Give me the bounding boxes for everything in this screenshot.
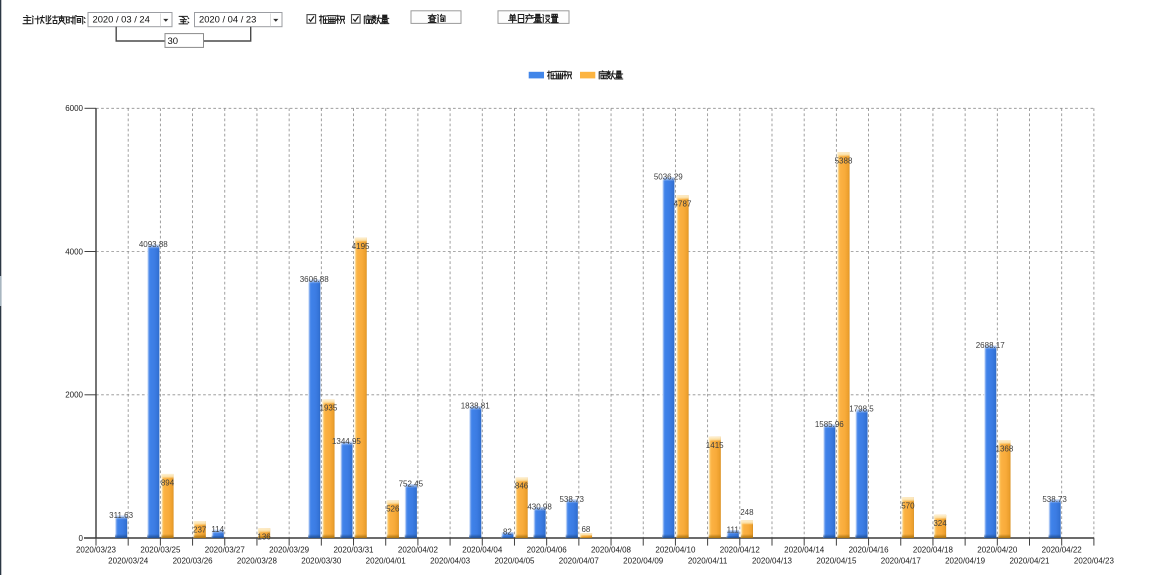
svg-text:570: 570 <box>901 502 915 511</box>
svg-text:2020/04/12: 2020/04/12 <box>720 545 761 554</box>
svg-text:894: 894 <box>161 478 175 487</box>
svg-text:2020/04/09: 2020/04/09 <box>623 557 664 566</box>
svg-text:4787: 4787 <box>674 200 692 209</box>
svg-text:114: 114 <box>211 525 224 534</box>
svg-text:4195: 4195 <box>352 242 370 251</box>
svg-text:2020/03/30: 2020/03/30 <box>301 557 342 566</box>
svg-text:311.63: 311.63 <box>109 511 133 520</box>
svg-text:2020/04/04: 2020/04/04 <box>462 545 503 554</box>
svg-text:2020/04/22: 2020/04/22 <box>1042 545 1083 554</box>
svg-text:2020/03/29: 2020/03/29 <box>269 545 310 554</box>
svg-text:0: 0 <box>79 534 84 543</box>
svg-text:2020/04/01: 2020/04/01 <box>366 557 407 566</box>
svg-text:2020/04/16: 2020/04/16 <box>849 545 890 554</box>
svg-text:1368: 1368 <box>996 444 1014 453</box>
svg-text:1585.96: 1585.96 <box>815 420 844 429</box>
svg-text:1415: 1415 <box>706 441 724 450</box>
svg-text:2020/04/06: 2020/04/06 <box>527 545 568 554</box>
svg-text:2020/03/25: 2020/03/25 <box>140 545 181 554</box>
svg-text:2020/03/31: 2020/03/31 <box>333 545 374 554</box>
svg-text:2020/04/02: 2020/04/02 <box>398 545 439 554</box>
svg-text:2020/04/17: 2020/04/17 <box>881 557 922 566</box>
svg-text:2020/03/23: 2020/03/23 <box>76 545 117 554</box>
svg-text:1838.81: 1838.81 <box>461 402 490 411</box>
svg-text:2020/04/08: 2020/04/08 <box>591 545 632 554</box>
svg-text:1344.95: 1344.95 <box>332 437 361 446</box>
svg-text:538.73: 538.73 <box>1042 495 1067 504</box>
svg-text:846: 846 <box>515 482 529 491</box>
svg-text:2688.17: 2688.17 <box>976 341 1005 350</box>
svg-text:2020/03/27: 2020/03/27 <box>205 545 246 554</box>
svg-text:526: 526 <box>386 505 400 514</box>
svg-text:2020/03/26: 2020/03/26 <box>173 557 214 566</box>
svg-text:248: 248 <box>740 508 754 517</box>
svg-text:2020/04/18: 2020/04/18 <box>913 545 954 554</box>
svg-text:2020/03/28: 2020/03/28 <box>237 557 278 566</box>
svg-text:2020/04/13: 2020/04/13 <box>752 557 793 566</box>
svg-text:2020 / 04 / 23: 2020 / 04 / 23 <box>199 14 256 25</box>
svg-text:82: 82 <box>503 528 512 537</box>
svg-text:752.45: 752.45 <box>399 480 424 489</box>
svg-text:538.73: 538.73 <box>559 495 584 504</box>
svg-text:111: 111 <box>727 526 740 535</box>
svg-text:2020 / 03 / 24: 2020 / 03 / 24 <box>93 14 150 25</box>
svg-text:2020/03/24: 2020/03/24 <box>108 557 149 566</box>
svg-text:2020/04/23: 2020/04/23 <box>1074 557 1115 566</box>
svg-text:5388: 5388 <box>835 156 853 165</box>
svg-text:324: 324 <box>933 519 947 528</box>
svg-text:2020/04/15: 2020/04/15 <box>816 557 857 566</box>
svg-text:2020/04/19: 2020/04/19 <box>945 557 986 566</box>
svg-text:68: 68 <box>581 525 590 534</box>
svg-text:430.98: 430.98 <box>527 503 552 512</box>
svg-text:4093.88: 4093.88 <box>139 240 168 249</box>
svg-text:6000: 6000 <box>65 104 83 113</box>
svg-text:2020/04/21: 2020/04/21 <box>1009 557 1050 566</box>
svg-text:2020/04/11: 2020/04/11 <box>688 557 728 566</box>
svg-text:4000: 4000 <box>65 247 83 256</box>
svg-text:1935: 1935 <box>320 404 338 413</box>
svg-text:136: 136 <box>257 533 271 542</box>
svg-text:30: 30 <box>168 36 179 47</box>
svg-text:1798.5: 1798.5 <box>849 405 874 414</box>
svg-text:2020/04/14: 2020/04/14 <box>784 545 825 554</box>
svg-text:3606.88: 3606.88 <box>300 275 329 284</box>
svg-text:2020/04/07: 2020/04/07 <box>559 557 600 566</box>
svg-text:2020/04/20: 2020/04/20 <box>977 545 1018 554</box>
svg-text:2020/04/05: 2020/04/05 <box>494 557 535 566</box>
svg-text:5036.29: 5036.29 <box>654 173 683 182</box>
svg-text:2020/04/03: 2020/04/03 <box>430 557 471 566</box>
svg-text:2020/04/10: 2020/04/10 <box>655 545 696 554</box>
svg-text:2000: 2000 <box>65 391 83 400</box>
svg-text:237: 237 <box>193 525 207 534</box>
